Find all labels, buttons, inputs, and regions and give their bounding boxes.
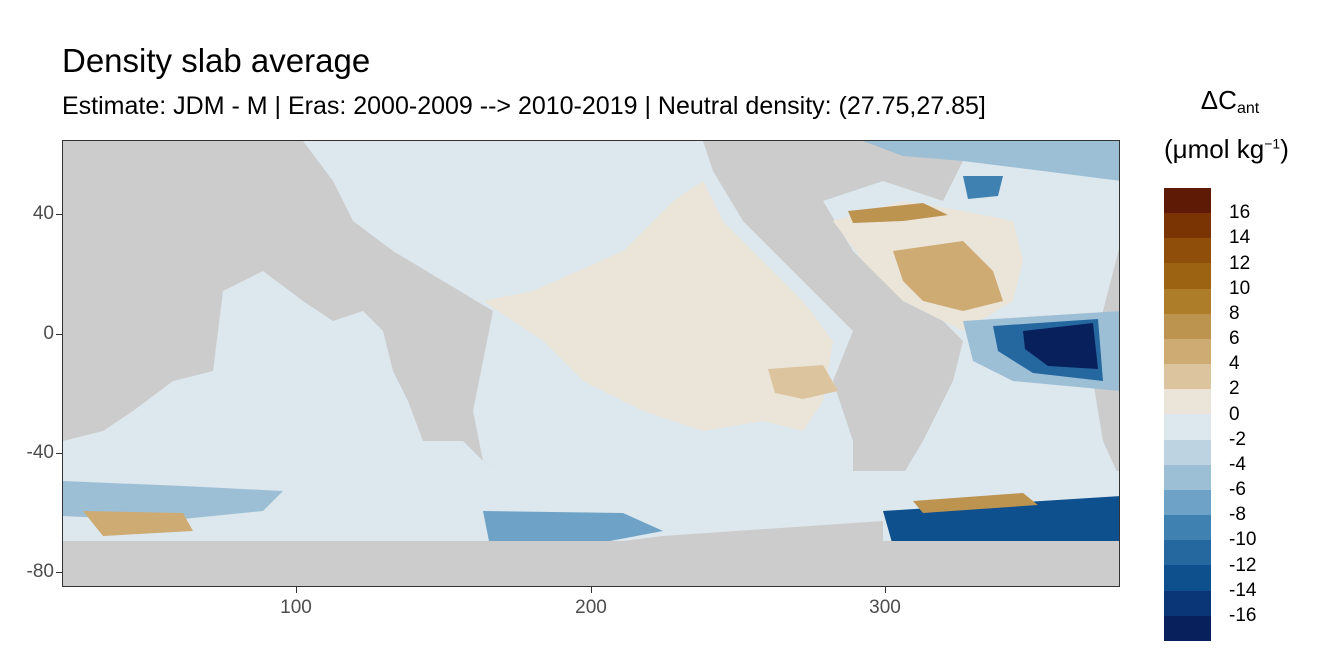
legend-label: 2 (1229, 378, 1240, 400)
legend-label: 16 (1229, 202, 1251, 224)
colorbar-swatch (1164, 540, 1211, 566)
colorbar-swatch (1164, 414, 1211, 440)
legend-unit-close: ) (1280, 134, 1289, 164)
map-panel (62, 140, 1120, 587)
antarctica-edge (483, 521, 883, 586)
pacific-warm-anomaly (483, 181, 833, 431)
legend-label: 0 (1229, 403, 1240, 425)
legend-label: -2 (1229, 428, 1246, 450)
legend-label: -4 (1229, 453, 1246, 475)
y-tick-label: 0 (43, 323, 54, 344)
colorbar-swatch (1164, 313, 1211, 339)
x-tick-label: 200 (575, 597, 607, 618)
x-tick-mark (296, 587, 297, 593)
y-tick-label: -40 (26, 442, 54, 463)
legend-label: 6 (1229, 328, 1240, 349)
colorbar-swatch (1164, 263, 1211, 289)
north-atlantic-tan (893, 241, 1003, 311)
y-tick-mark (56, 334, 62, 335)
plot-subtitle: Estimate: JDM - M | Eras: 2000-2009 --> … (62, 92, 986, 120)
nordic-seas-blue (863, 141, 1119, 181)
legend-label: -14 (1229, 579, 1257, 601)
nordic-seas-dark (963, 176, 1003, 199)
equatorial-atlantic-dark (1023, 323, 1098, 369)
colorbar-swatch (1164, 389, 1211, 415)
colorbar-swatch (1164, 213, 1211, 239)
colorbar-swatch (1164, 464, 1211, 490)
y-tick-label: 40 (32, 203, 54, 224)
x-tick-mark (591, 587, 592, 593)
legend-title-subscript: ant (1236, 100, 1260, 117)
legend-unit-main: (μmol kg (1164, 134, 1265, 164)
plot-title: Density slab average (62, 42, 371, 79)
colorbar-swatch (1164, 288, 1211, 314)
legend-label: 14 (1229, 227, 1251, 249)
legend-unit: (μmol kg−1) (1164, 134, 1289, 165)
legend-label: -16 (1229, 604, 1257, 626)
colorbar-swatch (1164, 565, 1211, 591)
legend-title-main: ΔC (1200, 85, 1237, 115)
legend-label: 4 (1229, 353, 1240, 375)
colorbar (1164, 188, 1211, 641)
colorbar-swatch (1164, 515, 1211, 541)
legend-label: 12 (1229, 252, 1251, 274)
x-tick-mark (885, 587, 886, 593)
y-tick-mark (56, 214, 62, 215)
y-tick-mark (56, 453, 62, 454)
legend-label: -10 (1229, 529, 1257, 551)
y-tick-label: -80 (26, 561, 54, 582)
colorbar-swatch (1164, 489, 1211, 516)
x-tick-label: 100 (280, 597, 312, 618)
colorbar-swatch (1164, 188, 1211, 214)
legend-label: -6 (1229, 479, 1246, 500)
colorbar-swatch (1164, 338, 1211, 365)
pacific-patch (768, 365, 838, 399)
colorbar-swatch (1164, 615, 1211, 641)
colorbar-swatch (1164, 238, 1211, 264)
southern-ocean-warm-east (913, 493, 1038, 513)
y-tick-mark (56, 572, 62, 573)
map-canvas (63, 141, 1119, 586)
legend-unit-superscript: −1 (1264, 135, 1281, 152)
north-atlantic-strip (848, 203, 948, 223)
southern-ocean-blue-west (63, 481, 283, 521)
legend-label: 8 (1229, 302, 1240, 324)
legend-label: -8 (1229, 504, 1246, 526)
colorbar-swatch (1164, 364, 1211, 390)
southern-ocean-warm-west (83, 511, 193, 536)
colorbar-swatch (1164, 590, 1211, 616)
x-tick-label: 300 (869, 597, 901, 618)
legend-label: -12 (1229, 554, 1257, 576)
legend-title: ΔCant (1170, 86, 1290, 118)
colorbar-swatch (1164, 439, 1211, 465)
legend-label: 10 (1229, 277, 1251, 299)
